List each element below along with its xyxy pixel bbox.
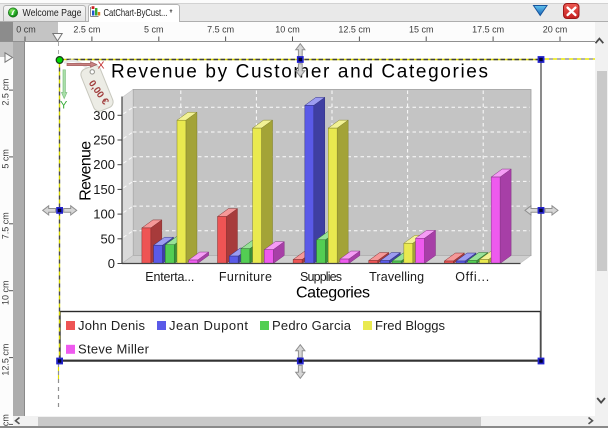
svg-text:7.5 cm: 7.5 cm	[207, 25, 234, 35]
svg-text:50: 50	[101, 231, 115, 246]
svg-text:Supplies: Supplies	[300, 270, 342, 284]
svg-text:Jean Dupont: Jean Dupont	[169, 318, 248, 333]
svg-text:15 cm: 15 cm	[1, 414, 11, 428]
svg-text:Fred Bloggs: Fred Bloggs	[375, 318, 446, 333]
svg-text:Categories: Categories	[296, 285, 370, 302]
svg-text:2.5 cm: 2.5 cm	[1, 79, 11, 106]
svg-text:Enterta...: Enterta...	[145, 270, 194, 284]
svg-text:X: X	[98, 60, 105, 72]
svg-text:Steve Miller: Steve Miller	[78, 342, 150, 357]
svg-text:Travelling: Travelling	[369, 270, 424, 284]
svg-text:Revenue: Revenue	[78, 141, 95, 201]
svg-text:5 cm: 5 cm	[144, 25, 164, 35]
svg-text:0 cm: 0 cm	[16, 25, 36, 35]
svg-text:100: 100	[93, 207, 115, 222]
svg-text:CatChart-ByCust... *: CatChart-ByCust... *	[104, 7, 173, 19]
svg-text:10 cm: 10 cm	[1, 280, 11, 305]
svg-text:20 cm: 20 cm	[543, 25, 568, 35]
svg-text:10 cm: 10 cm	[275, 25, 300, 35]
svg-text:17.5 cm: 17.5 cm	[472, 25, 504, 35]
svg-text:0: 0	[108, 256, 115, 271]
svg-text:Y: Y	[60, 100, 68, 112]
svg-text:Furniture: Furniture	[219, 270, 272, 284]
svg-text:12.5 cm: 12.5 cm	[338, 25, 370, 35]
svg-text:John Denis: John Denis	[78, 318, 146, 333]
svg-text:12.5 cm: 12.5 cm	[1, 344, 11, 376]
svg-text:Offi...: Offi...	[455, 270, 489, 284]
svg-text:5 cm: 5 cm	[1, 149, 11, 169]
svg-text:2.5 cm: 2.5 cm	[73, 25, 100, 35]
svg-text:Pedro Garcia: Pedro Garcia	[272, 318, 352, 333]
svg-text:250: 250	[93, 133, 115, 148]
svg-text:150: 150	[93, 182, 115, 197]
svg-text:200: 200	[93, 157, 115, 172]
svg-text:15 cm: 15 cm	[409, 25, 434, 35]
svg-text:7.5 cm: 7.5 cm	[1, 212, 11, 239]
svg-text:Welcome Page: Welcome Page	[23, 7, 82, 19]
